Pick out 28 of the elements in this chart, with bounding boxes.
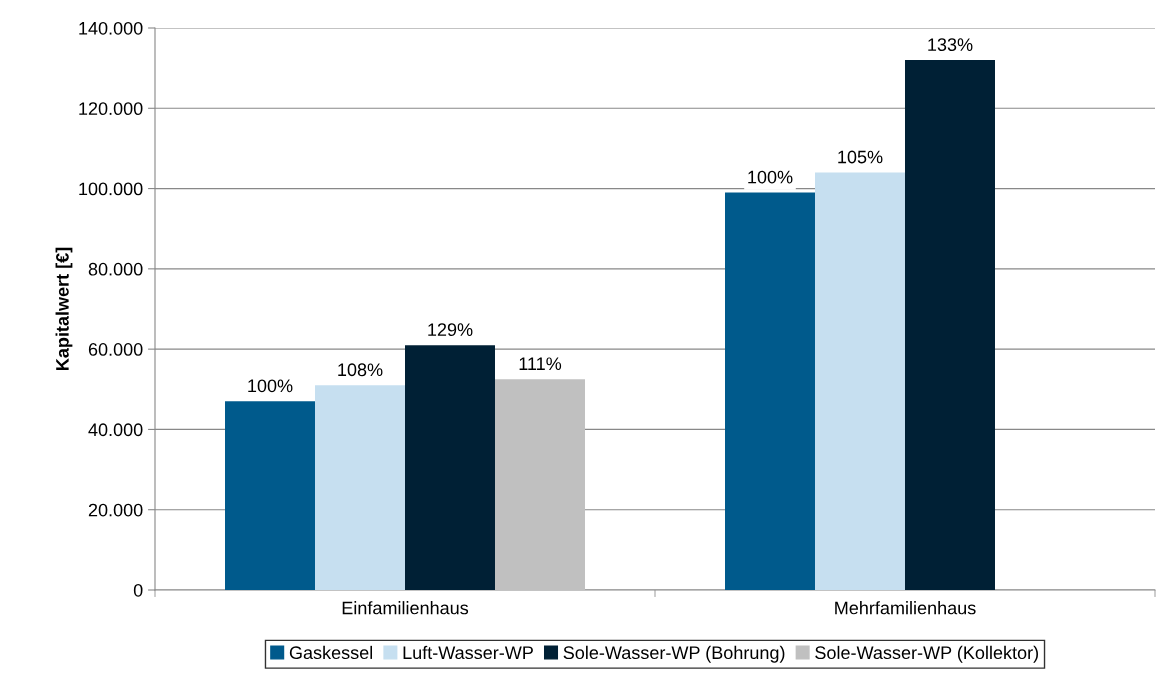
bar bbox=[225, 401, 315, 590]
bar bbox=[405, 345, 495, 590]
bar bbox=[315, 385, 405, 590]
y-tick-label: 60.000 bbox=[88, 343, 143, 356]
bar bbox=[905, 60, 995, 590]
annotation: 111% bbox=[519, 357, 562, 371]
annotation: 108% bbox=[338, 363, 383, 377]
annotation: 100% bbox=[248, 379, 293, 393]
y-tick-label: 100.000 bbox=[79, 182, 143, 196]
y-tick-label: 80.000 bbox=[88, 262, 143, 276]
y-tick-label: 40.000 bbox=[88, 423, 143, 437]
annotation: 100% bbox=[748, 170, 793, 184]
x-tick-label: Mehrfamilienhaus bbox=[835, 601, 976, 615]
annotation: 105% bbox=[838, 150, 883, 164]
y-tick-label: 20.000 bbox=[88, 503, 143, 517]
bar bbox=[495, 379, 585, 590]
legend-label: Sole-Wasser-WP (Kollektor) bbox=[815, 645, 1038, 663]
bar bbox=[815, 172, 905, 590]
legend-label: Luft-Wasser-WP bbox=[403, 645, 533, 660]
x-tick-label: Einfamilienhaus bbox=[342, 601, 469, 615]
legend-label: Gaskessel bbox=[289, 645, 373, 660]
annotation: 133% bbox=[928, 38, 973, 51]
legend-label: Sole-Wasser-WP (Bohrung) bbox=[563, 645, 785, 663]
y-tick-label: 140.000 bbox=[79, 21, 143, 35]
y-tick-label: 120.000 bbox=[79, 102, 143, 116]
y-tick-label: 0 bbox=[133, 583, 143, 597]
annotation: 129% bbox=[428, 323, 473, 336]
y-axis-title: Kapitalwert [€] bbox=[55, 247, 73, 370]
